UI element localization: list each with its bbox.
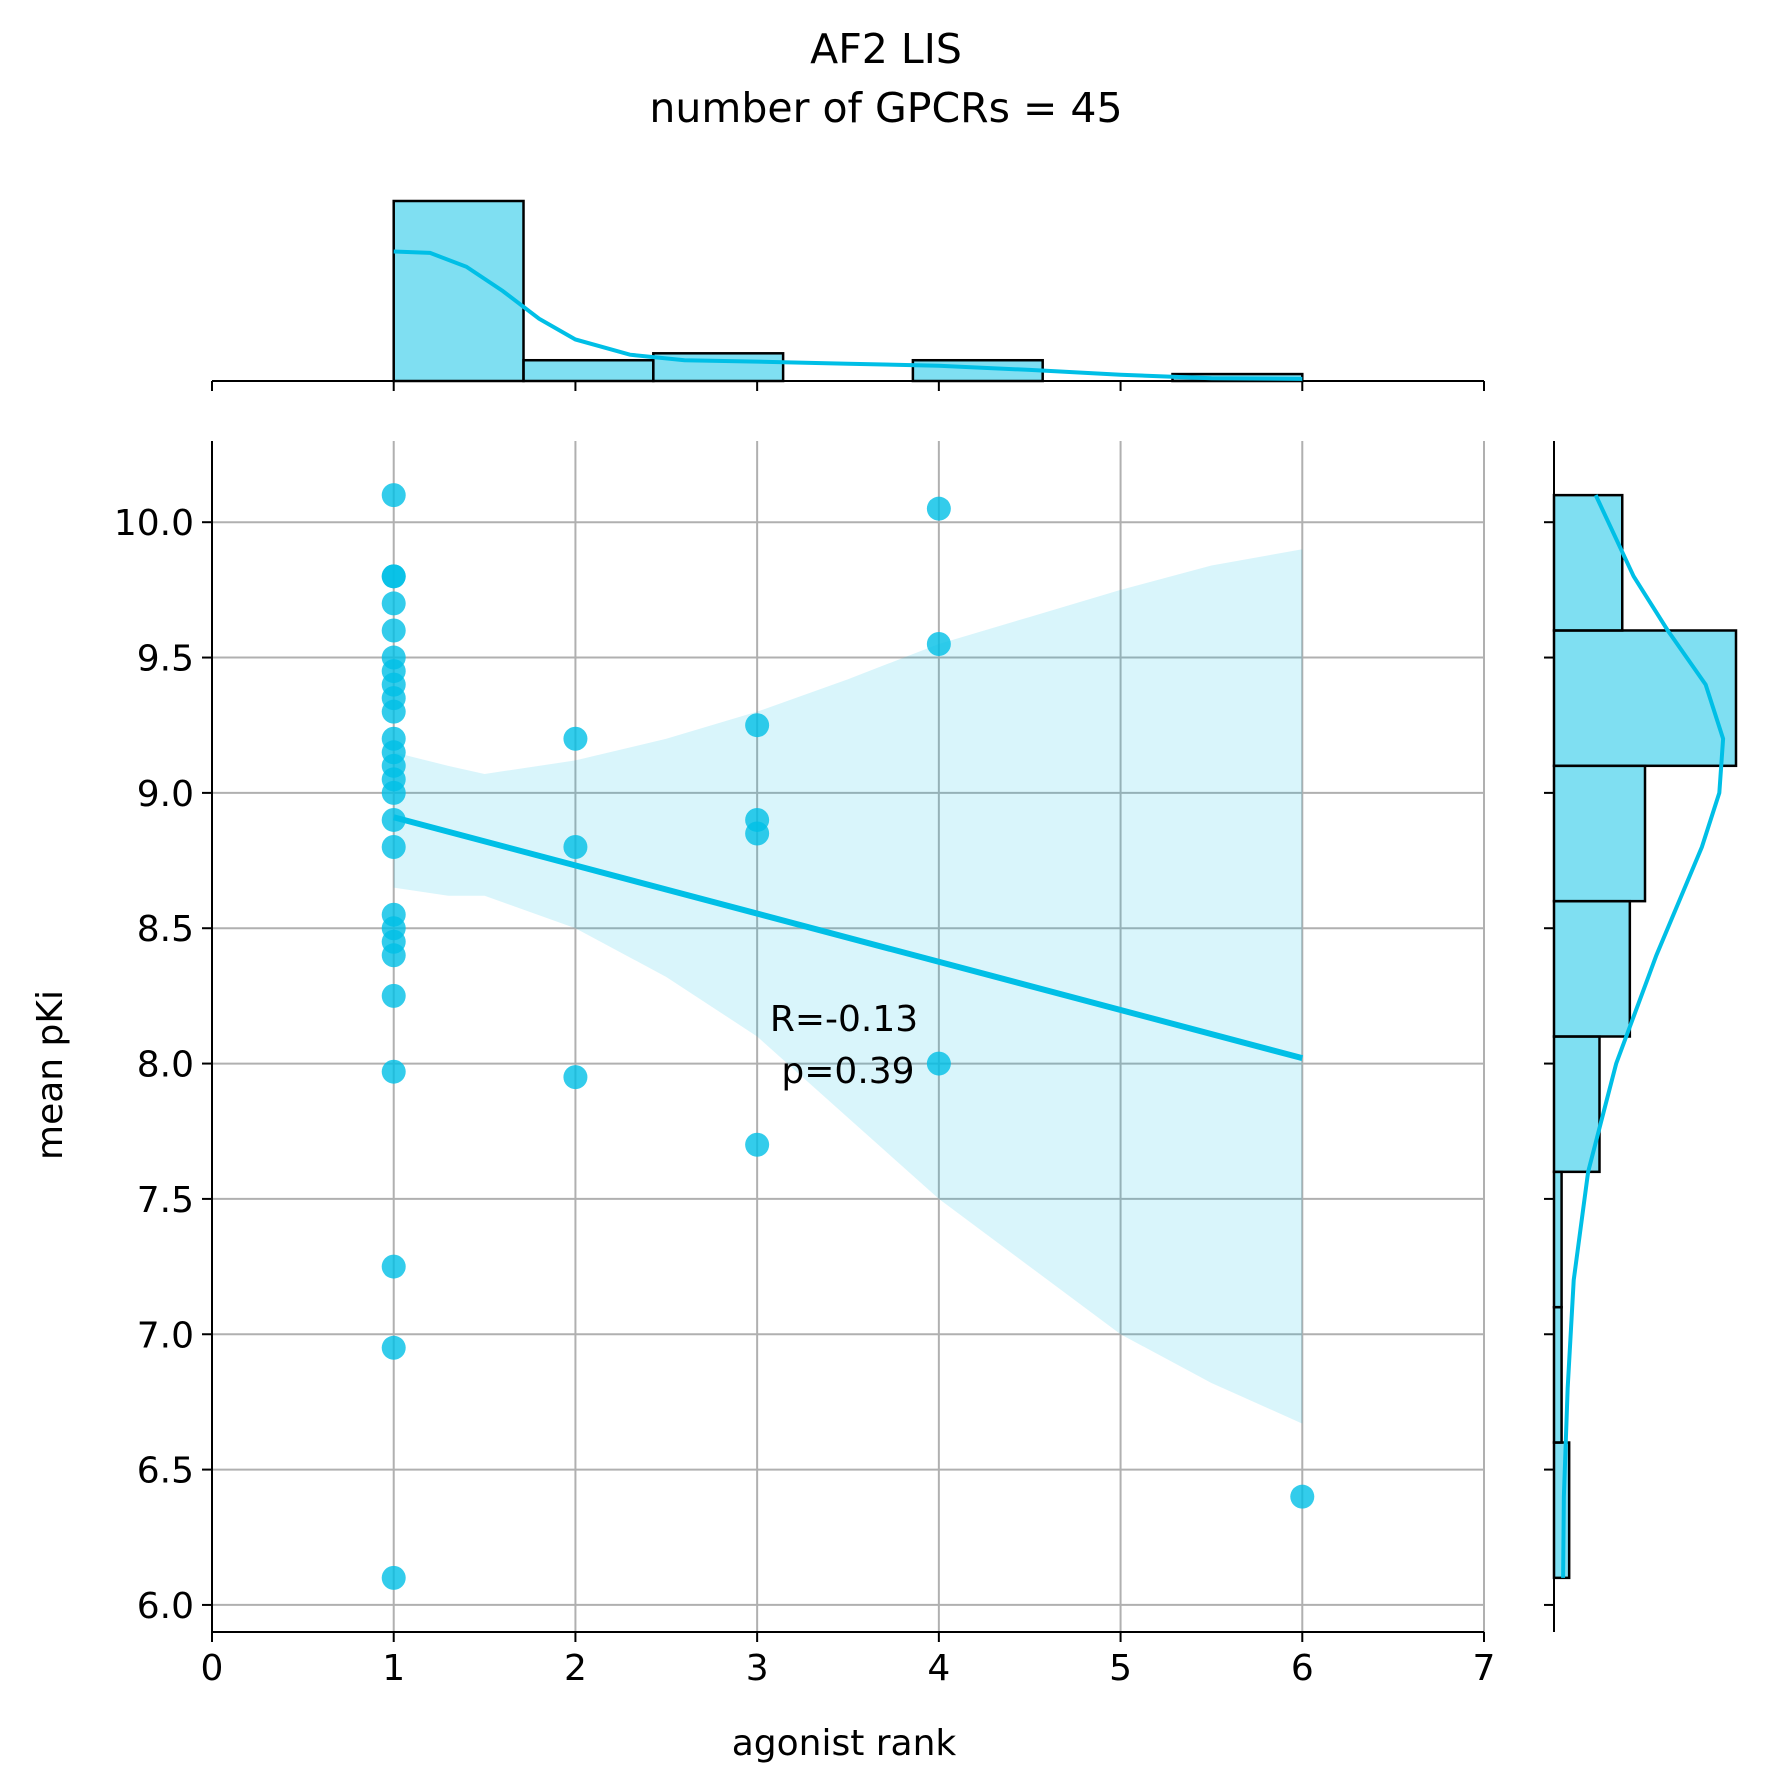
x-tick-label: 3 xyxy=(746,1648,769,1689)
data-point xyxy=(745,821,770,846)
grid-layer xyxy=(211,441,1485,1632)
y-tick-label: 9.0 xyxy=(137,774,194,815)
y-axis-label: mean pKi xyxy=(30,990,71,1160)
y-kde-curve xyxy=(1561,494,1726,1578)
x-tick-label: 1 xyxy=(382,1648,405,1689)
data-point xyxy=(381,1059,406,1084)
data-point xyxy=(926,1051,951,1076)
data-point xyxy=(381,483,406,508)
y-hist-bar xyxy=(1552,764,1647,903)
data-point xyxy=(745,713,770,738)
data-point xyxy=(1290,1484,1315,1509)
data-point xyxy=(381,699,406,724)
y-tick-label: 6.0 xyxy=(137,1586,194,1627)
confidence-band xyxy=(393,549,1303,1424)
data-point xyxy=(926,496,951,521)
y-hist-bar xyxy=(1552,629,1738,768)
data-point xyxy=(745,1132,770,1157)
axes-layer: 0 1 2 3 4 5 6 7 6.0 6.5 7.0 7.5 8.0 8.5 9.0 9.5 10.0 xyxy=(114,441,1496,1689)
regression-line xyxy=(392,814,1304,1062)
data-point xyxy=(381,1254,406,1279)
x-marginal-histogram xyxy=(211,199,1485,391)
x-tick-label: 0 xyxy=(201,1648,224,1689)
x-tick-label: 5 xyxy=(1109,1648,1132,1689)
chart-title-line-1: AF2 LIS xyxy=(810,25,962,73)
data-point xyxy=(381,591,406,616)
y-tick-label: 8.0 xyxy=(137,1045,194,1086)
chart-title-line-2: number of GPCRs = 45 xyxy=(649,84,1122,132)
x-axis-label: agonist rank xyxy=(732,1723,957,1764)
data-point xyxy=(381,943,406,968)
y-hist-bar xyxy=(1552,493,1624,632)
data-point xyxy=(381,1565,406,1590)
data-point xyxy=(381,983,406,1008)
data-point xyxy=(381,780,406,805)
data-point xyxy=(926,632,951,657)
confidence-band-layer xyxy=(393,549,1303,1424)
y-tick-label: 7.0 xyxy=(137,1315,194,1356)
points-layer xyxy=(381,483,1315,1590)
correlation-r-label: R=-0.13 xyxy=(770,999,918,1040)
data-point xyxy=(563,835,588,860)
y-tick-label: 10.0 xyxy=(114,503,194,544)
data-point xyxy=(563,1065,588,1090)
y-hist-bar xyxy=(1552,1305,1563,1444)
data-point xyxy=(381,835,406,860)
data-point xyxy=(381,564,406,589)
x-tick-label: 6 xyxy=(1291,1648,1314,1689)
data-point xyxy=(381,1335,406,1360)
y-hist-bar xyxy=(1552,899,1632,1038)
y-tick-label: 7.5 xyxy=(137,1180,194,1221)
y-tick-label: 8.5 xyxy=(137,909,194,950)
correlation-p-label: p=0.39 xyxy=(781,1051,914,1092)
data-point xyxy=(381,618,406,643)
x-hist-bar xyxy=(522,358,655,383)
data-point xyxy=(563,726,588,751)
y-hist-bar xyxy=(1552,1170,1563,1309)
x-kde-curve xyxy=(393,249,1303,381)
x-tick-label: 2 xyxy=(564,1648,587,1689)
y-tick-label: 6.5 xyxy=(137,1451,194,1492)
y-tick-label: 9.5 xyxy=(137,639,194,680)
x-tick-label: 4 xyxy=(927,1648,950,1689)
y-marginal-histogram xyxy=(1544,441,1738,1632)
regression-layer xyxy=(392,814,1304,1062)
x-tick-label: 7 xyxy=(1473,1648,1496,1689)
